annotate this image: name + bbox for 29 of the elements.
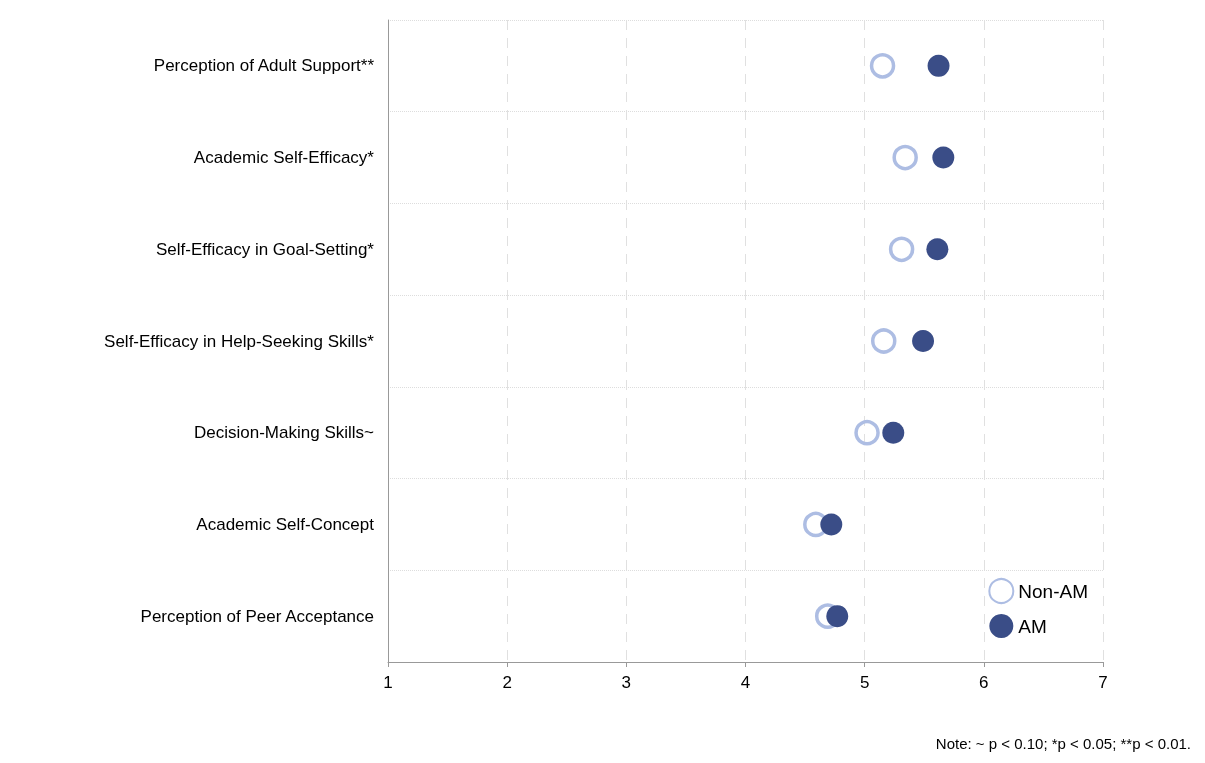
point (820, 513, 843, 536)
text: Note: ~ p < 0.10; *p < 0.05; **p < 0.01. (935, 735, 1192, 752)
x-tick-label: 4 (740, 673, 751, 692)
point (892, 144, 918, 171)
point (826, 605, 849, 628)
x-tick-label: 1 (383, 673, 393, 692)
x-tick-label: 3 (621, 673, 632, 692)
point (932, 146, 955, 169)
x-tick-label: 2 (502, 673, 512, 692)
y-tick-label: Academic Self-Efficacy* (193, 148, 375, 168)
point (854, 419, 880, 446)
x-tick-label: 7 (1098, 673, 1108, 692)
legend-label: AM (1018, 615, 1047, 637)
point (926, 238, 949, 261)
y-tick-label: Perception of Adult Support** (153, 56, 375, 76)
y-tick-label: Academic Self-Concept (196, 514, 375, 534)
legend-label: Non-AM (1018, 580, 1089, 602)
point (882, 421, 905, 444)
x-tick-label: 5 (859, 673, 870, 692)
y-tick-label: Decision-Making Skills~ (194, 423, 375, 443)
y-tick-label: Self-Efficacy in Goal-Setting* (156, 239, 375, 259)
point (871, 328, 897, 354)
x-tick-label: 6 (979, 673, 989, 692)
point (888, 236, 915, 263)
y-tick-label: Self-Efficacy in Help-Seeking Skills* (104, 331, 375, 351)
point (927, 54, 950, 77)
point (912, 330, 935, 352)
y-tick-label: Perception of Peer Acceptance (140, 606, 374, 626)
point (869, 53, 896, 79)
